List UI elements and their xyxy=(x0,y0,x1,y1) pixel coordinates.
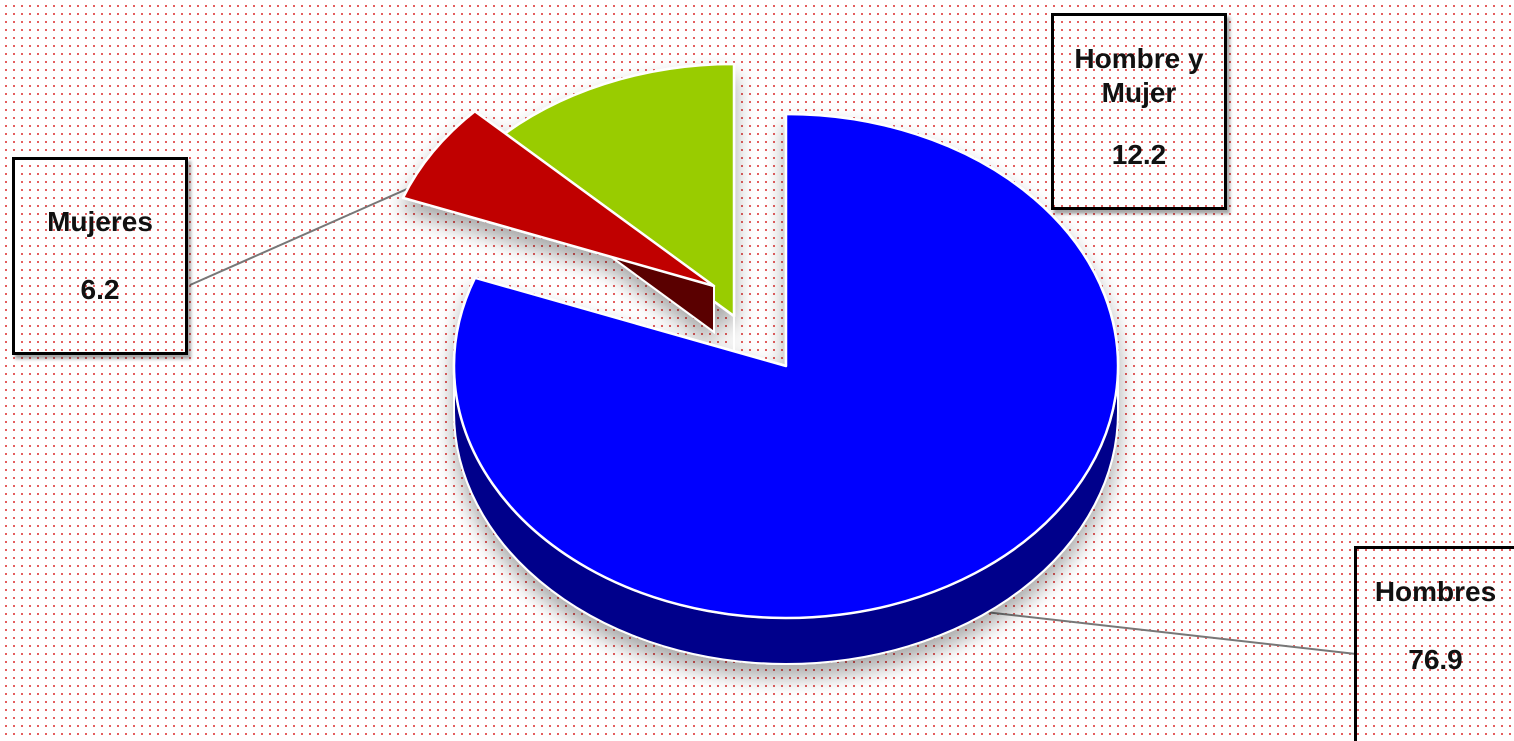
label-category-hombres: Hombres xyxy=(1374,576,1497,607)
label-box-mujeres: Mujeres 6.2 xyxy=(12,157,188,355)
label-value-hombre-y-mujer: 12.2 xyxy=(1111,139,1167,170)
pie-slice-mujeres xyxy=(401,109,716,288)
label-value-hombres: 76.9 xyxy=(1408,644,1463,675)
pie-slice-group-hombres xyxy=(452,112,1120,665)
pie-slice-group-hombre-y-mujer xyxy=(493,62,736,362)
label-box-hombres: Hombres 76.9 xyxy=(1354,546,1514,741)
label-category-mujeres: Mujeres xyxy=(47,206,153,237)
label-category-hombre-y-mujer: Hombre y Mujer xyxy=(1074,43,1204,108)
pie-slice-hombre-y-mujer xyxy=(493,62,736,318)
pie-slice-hombres xyxy=(452,112,1120,620)
label-box-hombre-y-mujer: Hombre y Mujer 12.2 xyxy=(1051,13,1227,210)
leader-line-hombres xyxy=(984,611,1357,655)
label-value-mujeres: 6.2 xyxy=(80,274,120,305)
pie-slice-group-mujeres xyxy=(401,109,716,334)
